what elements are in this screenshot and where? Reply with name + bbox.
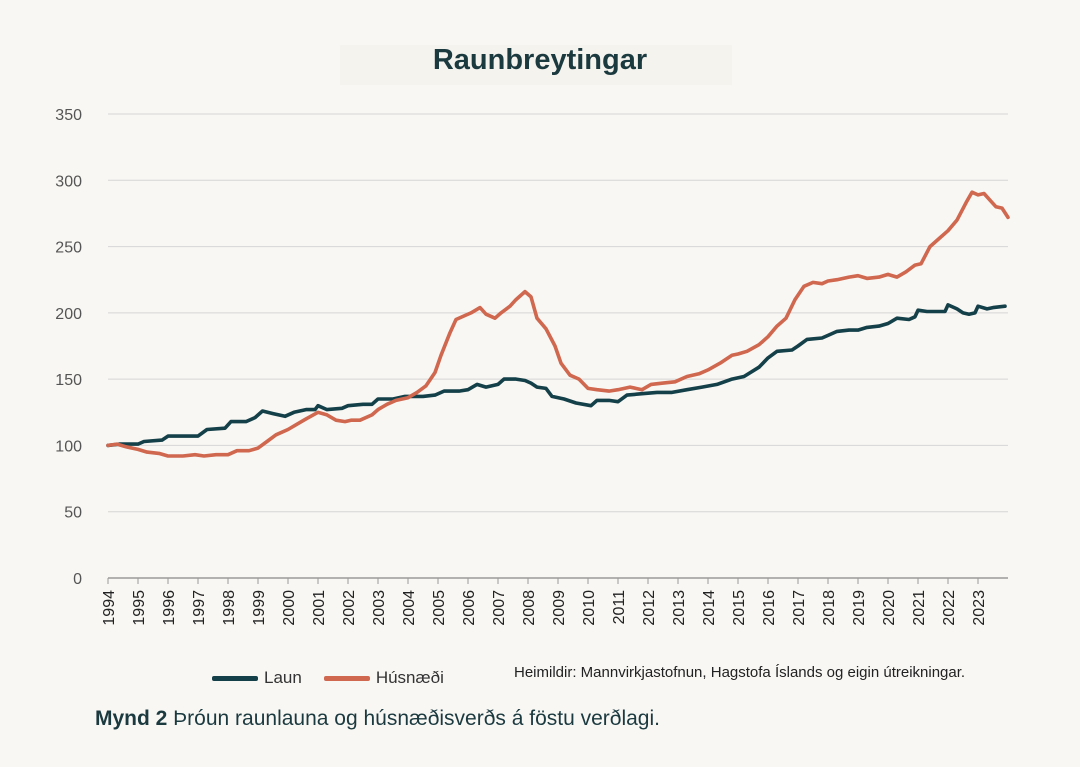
legend-label-husnaedi: Húsnæði — [375, 668, 444, 687]
title-band — [340, 45, 732, 85]
y-tick-label: 350 — [55, 107, 82, 124]
x-tick-label: 2017 — [791, 590, 808, 626]
x-tick-label: 2009 — [551, 590, 568, 626]
y-tick-label: 250 — [55, 240, 82, 257]
x-tick-label: 1995 — [131, 590, 148, 626]
legend-item-laun: Laun — [212, 668, 302, 688]
x-tick-label: 2012 — [641, 590, 658, 626]
legend-swatch-laun — [212, 675, 258, 681]
x-tick-label: 1998 — [221, 590, 238, 626]
x-tick-label: 2001 — [311, 590, 328, 626]
x-tick-label: 2013 — [671, 590, 688, 626]
x-tick-label: 2003 — [371, 590, 388, 626]
x-tick-label: 1996 — [161, 590, 178, 626]
x-tick-label: 2010 — [581, 590, 598, 626]
caption-label: Mynd 2 — [95, 707, 168, 730]
x-tick-label: 2022 — [941, 590, 958, 626]
series-line-husnaedi — [106, 190, 1010, 458]
x-tick-label: 1994 — [101, 590, 118, 626]
x-tick-label: 1999 — [251, 590, 268, 626]
legend-label-laun: Laun — [264, 668, 302, 687]
x-tick-label: 2016 — [761, 590, 778, 626]
x-tick-label: 2023 — [971, 590, 988, 626]
x-tick-label: 2008 — [521, 590, 538, 626]
x-tick-label: 2000 — [281, 590, 298, 626]
x-tick-label: 2020 — [881, 590, 898, 626]
x-tick-label: 2007 — [491, 590, 508, 626]
series-line-laun — [106, 303, 1007, 448]
legend: Laun Húsnæði — [212, 668, 466, 688]
x-tick-label: 2005 — [431, 590, 448, 626]
x-tick-label: 2015 — [731, 590, 748, 626]
y-tick-label: 0 — [73, 571, 82, 588]
y-tick-label: 50 — [64, 505, 82, 522]
chart-title: Raunbreytingar — [432, 44, 648, 76]
x-tick-label: 2002 — [341, 590, 358, 626]
y-tick-label: 200 — [55, 306, 82, 323]
caption-text: Þróun raunlauna og húsnæðisverðs á föstu… — [167, 707, 660, 730]
x-tick-label: 2019 — [851, 590, 868, 626]
y-tick-label: 150 — [55, 372, 82, 389]
x-tick-label: 1997 — [191, 590, 208, 626]
y-tick-label: 300 — [55, 173, 82, 190]
x-tick-label: 2014 — [701, 590, 718, 626]
figure-caption: Mynd 2 Þróun raunlauna og húsnæðisverðs … — [95, 707, 660, 731]
x-tick-label: 2004 — [401, 590, 418, 626]
y-tick-label: 100 — [55, 438, 82, 455]
x-tick-label: 2006 — [461, 590, 478, 626]
x-tick-label: 2021 — [911, 590, 928, 626]
source-note: Heimildir: Mannvirkjastofnun, Hagstofa Í… — [514, 664, 966, 681]
x-tick-label: 2011 — [611, 590, 628, 625]
x-tick-label: 2018 — [821, 590, 838, 626]
legend-swatch-husnaedi — [323, 675, 370, 681]
legend-item-husnaedi: Húsnæði — [323, 668, 444, 688]
